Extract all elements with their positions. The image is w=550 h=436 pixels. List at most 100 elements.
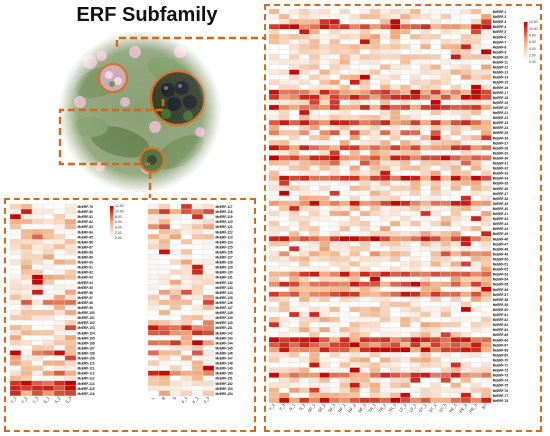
heatmap-cell	[289, 109, 300, 116]
connector-line-middle	[58, 99, 165, 166]
heatmap-cell	[440, 296, 451, 303]
heatmap-cell	[480, 332, 492, 338]
heatmap-cell	[278, 160, 290, 166]
heatmap-cell	[410, 104, 421, 111]
heatmap-cell	[309, 195, 320, 202]
heatmap-cell	[339, 54, 350, 60]
column-label: ST_2	[428, 402, 438, 413]
column-label: S_1	[288, 402, 297, 411]
heatmap-cell	[299, 261, 310, 267]
heatmap-cell	[369, 321, 381, 328]
heatmap-cell	[480, 347, 492, 353]
heatmap-cell	[329, 89, 340, 96]
gene-label: MeERF-152	[216, 382, 233, 386]
heatmap-cell	[420, 175, 431, 181]
heatmap-cell	[400, 39, 411, 45]
gene-label: MeERF-20	[493, 106, 509, 110]
heatmap-cell	[349, 84, 361, 90]
heatmap-cell	[379, 84, 391, 90]
gene-label: MeERF-77	[493, 394, 509, 398]
heatmap-cell	[369, 44, 381, 50]
heatmap-cell	[359, 266, 371, 272]
gene-label: MeERF-25	[493, 131, 509, 135]
heatmap-cell	[278, 150, 290, 156]
heatmap-cell	[349, 276, 361, 282]
heatmap-cell	[268, 205, 280, 212]
heatmap-cell	[147, 380, 160, 386]
heatmap-cell	[20, 365, 33, 371]
heatmap-cell	[329, 236, 340, 242]
gene-label: MeERF-53	[493, 273, 509, 277]
heatmap-cell	[42, 203, 55, 210]
heatmap-cell	[20, 203, 33, 210]
gene-label: MeERF-7	[493, 40, 507, 44]
heatmap-cell	[169, 224, 182, 230]
heatmap-cell	[379, 215, 391, 222]
heatmap-cell	[480, 231, 492, 237]
gene-label: MeERF-37	[493, 192, 509, 196]
legend-tick: 0.00	[529, 60, 536, 64]
heatmap-cell	[299, 165, 310, 171]
heatmap-cell	[339, 99, 350, 106]
heatmap-cell	[319, 150, 330, 156]
heatmap-cell	[278, 185, 290, 191]
heatmap-cell	[400, 13, 411, 20]
heatmap-cell	[480, 114, 492, 121]
heatmap-cell	[400, 49, 411, 55]
gene-label: MeERF-30	[493, 156, 509, 160]
heatmap-cell	[147, 259, 160, 265]
heatmap-cell	[191, 380, 204, 386]
heatmap-cell	[450, 281, 462, 287]
heatmap-cell	[64, 218, 77, 225]
heatmap-cell	[329, 29, 340, 35]
heatmap-cell	[359, 246, 371, 252]
legend-swatch	[110, 218, 114, 220]
heatmap-cell	[359, 241, 371, 247]
heatmap-cell	[470, 382, 482, 388]
heatmap-cell	[319, 296, 330, 303]
heatmap-cell	[379, 114, 391, 121]
heatmap-cell	[31, 304, 44, 311]
heatmap-cell	[278, 291, 290, 297]
heatmap-cell	[9, 309, 22, 316]
heatmap-cell	[410, 251, 421, 257]
heatmap-cell	[191, 299, 204, 306]
heatmap-cell	[359, 190, 371, 197]
heatmap-cell	[268, 130, 280, 136]
heatmap-cell	[64, 335, 77, 341]
heatmap-cell	[202, 284, 215, 291]
heatmap-cell	[460, 145, 472, 151]
heatmap-cell	[268, 79, 280, 85]
legend-tick: 10.00	[115, 210, 124, 214]
heatmap-cell	[400, 205, 411, 212]
heatmap-cell	[339, 114, 350, 121]
heatmap-cell	[450, 180, 462, 186]
heatmap-cell	[191, 234, 204, 240]
heatmap-cell	[420, 69, 431, 75]
heatmap-cell	[379, 241, 391, 247]
heatmap-cell	[299, 347, 310, 353]
heatmap-cell	[299, 342, 310, 348]
heatmap-cell	[309, 145, 320, 151]
heatmap-cell	[480, 79, 492, 85]
legend-swatch	[110, 236, 114, 239]
legend-tick: 4.00	[529, 47, 536, 51]
heatmap-cell	[268, 119, 280, 126]
heatmap-cell	[430, 13, 441, 20]
heatmap-cell	[349, 150, 361, 156]
heatmap-cell	[180, 244, 193, 250]
heatmap-cell	[359, 225, 371, 232]
heatmap-cell	[20, 340, 33, 346]
heatmap-cell	[309, 44, 320, 50]
heatmap-cell	[319, 165, 330, 171]
heatmap-cell	[379, 119, 391, 126]
heatmap-cell	[450, 23, 462, 30]
heatmap-cell	[440, 114, 451, 121]
heatmap-cell	[64, 340, 77, 346]
heatmap-cell	[480, 291, 492, 297]
gene-label: MeERF-110	[78, 362, 95, 366]
heatmap-cell	[202, 274, 215, 280]
heatmap-cell	[369, 337, 381, 343]
heatmap-cell	[470, 64, 482, 70]
heatmap-cell	[53, 294, 66, 301]
